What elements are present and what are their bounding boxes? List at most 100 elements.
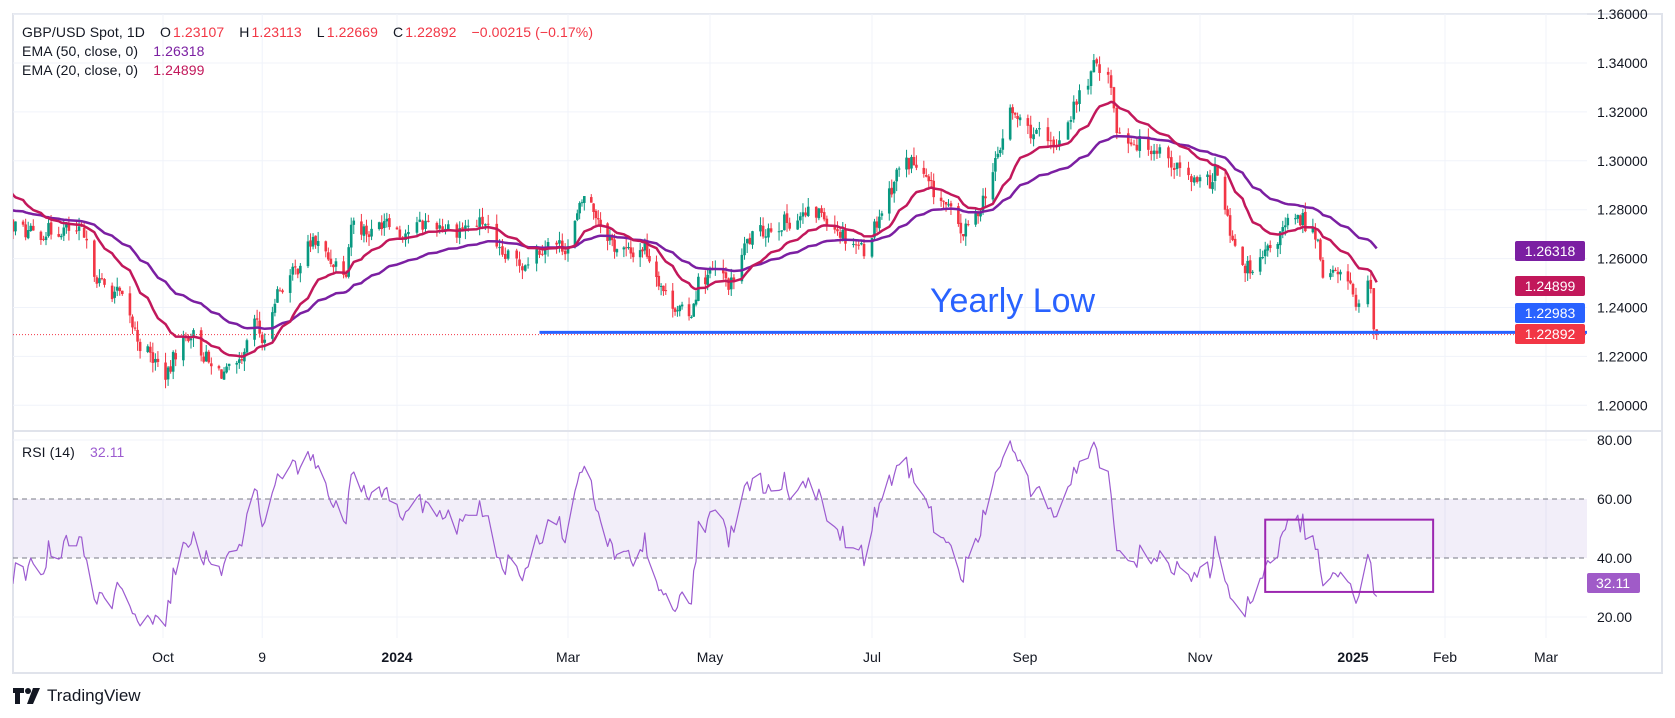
symbol-legend[interactable]: GBP/USD Spot, 1D O 1.23107 H 1.23113 L 1.22… xyxy=(22,24,595,40)
candle-body xyxy=(1366,280,1370,305)
candle-body xyxy=(222,371,226,380)
ema50-legend[interactable]: EMA (50, close, 0) 1.26318 xyxy=(22,43,207,59)
candle-body xyxy=(558,240,561,244)
candle-body xyxy=(1187,167,1190,176)
candle-body xyxy=(324,241,328,252)
candle-body xyxy=(1372,288,1376,330)
candle-body xyxy=(1349,280,1352,284)
candle-body xyxy=(271,312,274,339)
candle-body xyxy=(365,225,368,235)
ema20-legend[interactable]: EMA (20, close, 0) 1.24899 xyxy=(22,62,207,78)
candle-body xyxy=(708,269,712,274)
candle-body xyxy=(1178,162,1182,169)
candle-body xyxy=(291,266,295,275)
candle-body xyxy=(949,203,953,207)
candle-body xyxy=(1223,176,1227,210)
candle-body xyxy=(664,290,668,292)
candle-body xyxy=(210,363,213,367)
candle-body xyxy=(151,352,155,363)
candle-body xyxy=(912,157,916,166)
candle-body xyxy=(332,264,335,268)
candle-body xyxy=(1195,176,1199,183)
candle-body xyxy=(563,250,567,255)
candle-body xyxy=(44,236,48,241)
candle-body xyxy=(944,201,948,205)
candle-body xyxy=(1283,225,1287,228)
candle-body xyxy=(680,304,684,307)
candle-body xyxy=(783,214,786,231)
price-badges: 1.26318 1.24899 1.22983 1.22892 32.11 xyxy=(1515,241,1640,593)
candle-body xyxy=(276,289,279,303)
candle-body xyxy=(1013,112,1017,115)
candle-body xyxy=(458,228,461,238)
ema20-value: 1.24899 xyxy=(153,62,205,78)
candle-body xyxy=(929,180,933,182)
candle-body xyxy=(1049,140,1053,142)
candle-body xyxy=(1138,136,1142,151)
candle-body xyxy=(110,285,114,300)
candle-body xyxy=(169,366,172,372)
ema-lines xyxy=(13,100,1378,358)
candle-body xyxy=(592,203,595,212)
candle-body xyxy=(220,369,223,379)
candle-body xyxy=(915,164,918,168)
candle-body xyxy=(245,340,249,353)
candle-body xyxy=(613,239,616,252)
tradingview-logo[interactable]: TradingView xyxy=(13,686,141,706)
candle-body xyxy=(1286,217,1290,226)
time-tick-label: May xyxy=(697,649,723,665)
candle-body xyxy=(370,228,373,237)
candle-body xyxy=(207,351,211,363)
candle-body xyxy=(594,210,598,219)
chart-frame xyxy=(12,13,1663,674)
candle-body xyxy=(615,249,619,253)
candle-body xyxy=(814,206,818,218)
candle-body xyxy=(589,197,593,203)
open-label: O xyxy=(159,24,171,40)
candle-body xyxy=(627,246,630,248)
rsi-badge-label: 32.11 xyxy=(1596,575,1630,591)
axes: 1.36000 1.34000 1.32000 1.30000 1.28000 1.260… xyxy=(152,6,1648,665)
rsi-band-fill xyxy=(13,499,1587,558)
candle-body xyxy=(1261,257,1265,259)
candle-body xyxy=(706,274,709,286)
candle-body xyxy=(608,236,612,241)
candle-body xyxy=(892,182,896,194)
candle-body xyxy=(136,329,139,342)
candle-body xyxy=(427,220,430,222)
tradingview-logo-icon xyxy=(13,688,40,704)
rsi-legend[interactable]: RSI (14) 32.11 xyxy=(22,444,126,460)
candle-body xyxy=(844,229,847,244)
candle-body xyxy=(1115,108,1119,134)
candle-body xyxy=(878,216,881,229)
candle-body xyxy=(764,236,768,238)
candle-body xyxy=(546,242,550,250)
grid-lines xyxy=(13,13,1587,638)
candle-body xyxy=(1016,115,1019,119)
candle-body xyxy=(59,235,63,238)
candle-body xyxy=(85,238,88,241)
yearly-low-annotation[interactable]: Yearly Low xyxy=(930,282,1096,320)
candle-body xyxy=(662,285,665,292)
candle-body xyxy=(671,290,675,309)
candle-body xyxy=(121,290,124,295)
candle-body xyxy=(260,334,264,343)
candle-body xyxy=(435,222,439,230)
symbol-title: GBP/USD Spot, 1D xyxy=(22,24,145,40)
candle-body xyxy=(1032,134,1035,140)
candle-body xyxy=(694,299,698,305)
candle-body xyxy=(187,337,190,342)
candle-body xyxy=(732,277,736,282)
price-tick-label: 1.20000 xyxy=(1597,397,1648,413)
candle-body xyxy=(67,224,71,231)
price-tick-label: 1.22000 xyxy=(1597,348,1648,364)
candle-body xyxy=(860,243,863,245)
candle-body xyxy=(761,225,765,237)
candle-body xyxy=(7,215,10,216)
candle-body xyxy=(316,241,320,247)
candle-body xyxy=(466,225,470,227)
candle-body xyxy=(1216,164,1219,176)
candle-body xyxy=(526,264,530,266)
candle-body xyxy=(39,231,43,241)
